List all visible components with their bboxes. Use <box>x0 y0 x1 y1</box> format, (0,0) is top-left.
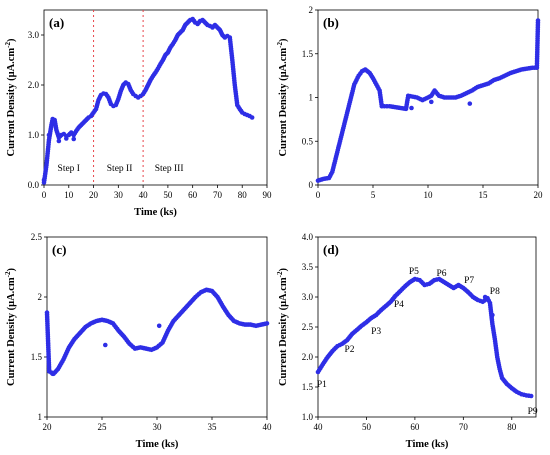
x-tick-label: 80 <box>238 190 248 200</box>
y-tick-label: 1.5 <box>302 49 314 59</box>
y-tick-label: 1.0 <box>28 130 40 140</box>
y-axis-title: Current Density (μA.cm-2) <box>276 38 289 157</box>
y-tick-label: 1.5 <box>31 352 43 362</box>
data-point <box>467 101 473 106</box>
annotation-label: P4 <box>394 300 404 310</box>
x-axis-title: Time (ks) <box>406 439 449 450</box>
y-tick-label: 0.5 <box>302 136 314 146</box>
plot-frame <box>43 9 268 186</box>
panel-c: 20 25 30 35 40 1 1.5 2 2.5 (c) Time (ks) Current De… <box>4 232 272 450</box>
x-tick-label: 35 <box>208 422 218 432</box>
data-point <box>46 132 52 138</box>
y-tick-label: 3.0 <box>302 292 314 302</box>
x-tick-label: 0 <box>42 190 47 200</box>
x-tick-label: 40 <box>139 190 149 200</box>
x-tick-label: 10 <box>64 190 74 200</box>
y-tick-label: 3.0 <box>28 30 40 40</box>
x-tick-label: 80 <box>507 422 517 432</box>
y-tick-label: 2.5 <box>302 322 314 332</box>
panel-label: (b) <box>323 15 339 30</box>
annotation-label: P1 <box>317 380 327 390</box>
x-axis-title: Time (ks) <box>136 439 179 450</box>
annotation-label: Step I <box>58 164 80 174</box>
annotation-label: Step II <box>107 164 133 174</box>
annotation-label: P2 <box>344 345 354 355</box>
x-tick-label: 50 <box>362 422 372 432</box>
y-tick-label: 0 <box>309 180 314 190</box>
data-point <box>482 294 488 300</box>
annotation-label: P6 <box>437 269 447 279</box>
y-tick-label: 2.0 <box>302 352 314 362</box>
y-tick-label: 1 <box>309 93 314 103</box>
y-tick-label: 2 <box>38 292 43 302</box>
x-axis-title: Time (ks) <box>134 207 177 218</box>
y-axis-title: Current Density (μA.cm-2) <box>4 38 17 157</box>
y-tick-label: 2 <box>309 5 314 15</box>
panel-a: 0 10 20 30 40 50 60 70 80 90 0.0 1.0 2.0 3.0 Step I Ste… <box>4 9 273 218</box>
data-point <box>535 18 541 23</box>
y-tick-label: 4.0 <box>302 232 314 242</box>
x-tick-label: 10 <box>424 190 434 200</box>
x-tick-label: 70 <box>459 422 469 432</box>
y-tick-label: 1.5 <box>302 382 314 392</box>
panel-label: (a) <box>49 15 64 30</box>
annotation-label: P5 <box>409 267 419 277</box>
data-point <box>71 136 77 142</box>
x-tick-label: 25 <box>98 422 108 432</box>
y-tick-label: 2.5 <box>31 232 43 242</box>
y-axis-title: Current Density (μA.cm-2) <box>276 267 289 386</box>
x-tick-label: 0 <box>316 190 321 200</box>
annotation-label: P9 <box>528 407 538 417</box>
x-tick-label: 15 <box>479 190 489 200</box>
y-axis-title: Current Density (μA.cm-2) <box>4 267 17 386</box>
x-tick-label: 60 <box>410 422 420 432</box>
x-tick-label: 30 <box>153 422 163 432</box>
y-tick-label: 2.0 <box>28 80 40 90</box>
x-tick-label: 20 <box>534 190 544 200</box>
y-tick-label: 0.0 <box>28 180 40 190</box>
data-point <box>429 99 434 105</box>
x-tick-label: 90 <box>263 190 273 200</box>
y-tick-label: 1 <box>38 412 43 422</box>
annotation-label: P7 <box>464 276 474 286</box>
data-point <box>490 312 495 318</box>
panel-label: (d) <box>323 242 339 257</box>
plot-frame <box>317 236 537 418</box>
x-tick-label: 30 <box>114 190 124 200</box>
data-point <box>264 321 270 326</box>
data-point <box>41 177 47 183</box>
data-point <box>528 393 534 399</box>
y-tick-label: 3.5 <box>302 262 314 272</box>
data-point <box>64 136 69 141</box>
annotation-label: Step III <box>155 164 184 174</box>
x-tick-label: 50 <box>163 190 173 200</box>
data-point <box>249 115 255 120</box>
data-point <box>103 342 108 348</box>
data-point <box>56 138 62 144</box>
panel-b: 0 5 10 15 20 0 0.5 1 1.5 2 (b) Current Density (μA.… <box>276 5 543 200</box>
x-tick-label: 20 <box>89 190 99 200</box>
x-tick-label: 40 <box>314 422 324 432</box>
plot-frame <box>46 236 268 418</box>
x-tick-label: 40 <box>263 422 273 432</box>
annotation-label: P3 <box>371 327 381 337</box>
data-point <box>50 371 55 377</box>
panel-d: 40 50 60 70 80 1.0 1.5 2.0 2.5 3.0 3.5 4.0 P1 P2 P3 P4 P… <box>276 232 538 450</box>
annotation-label: P8 <box>490 287 500 297</box>
y-tick-label: 1.0 <box>302 412 314 422</box>
data-point <box>156 323 162 329</box>
panel-label: (c) <box>52 242 66 257</box>
x-tick-label: 60 <box>188 190 198 200</box>
x-tick-label: 70 <box>213 190 223 200</box>
x-tick-label: 20 <box>43 422 53 432</box>
x-tick-label: 5 <box>371 190 376 200</box>
data-point <box>409 105 414 111</box>
